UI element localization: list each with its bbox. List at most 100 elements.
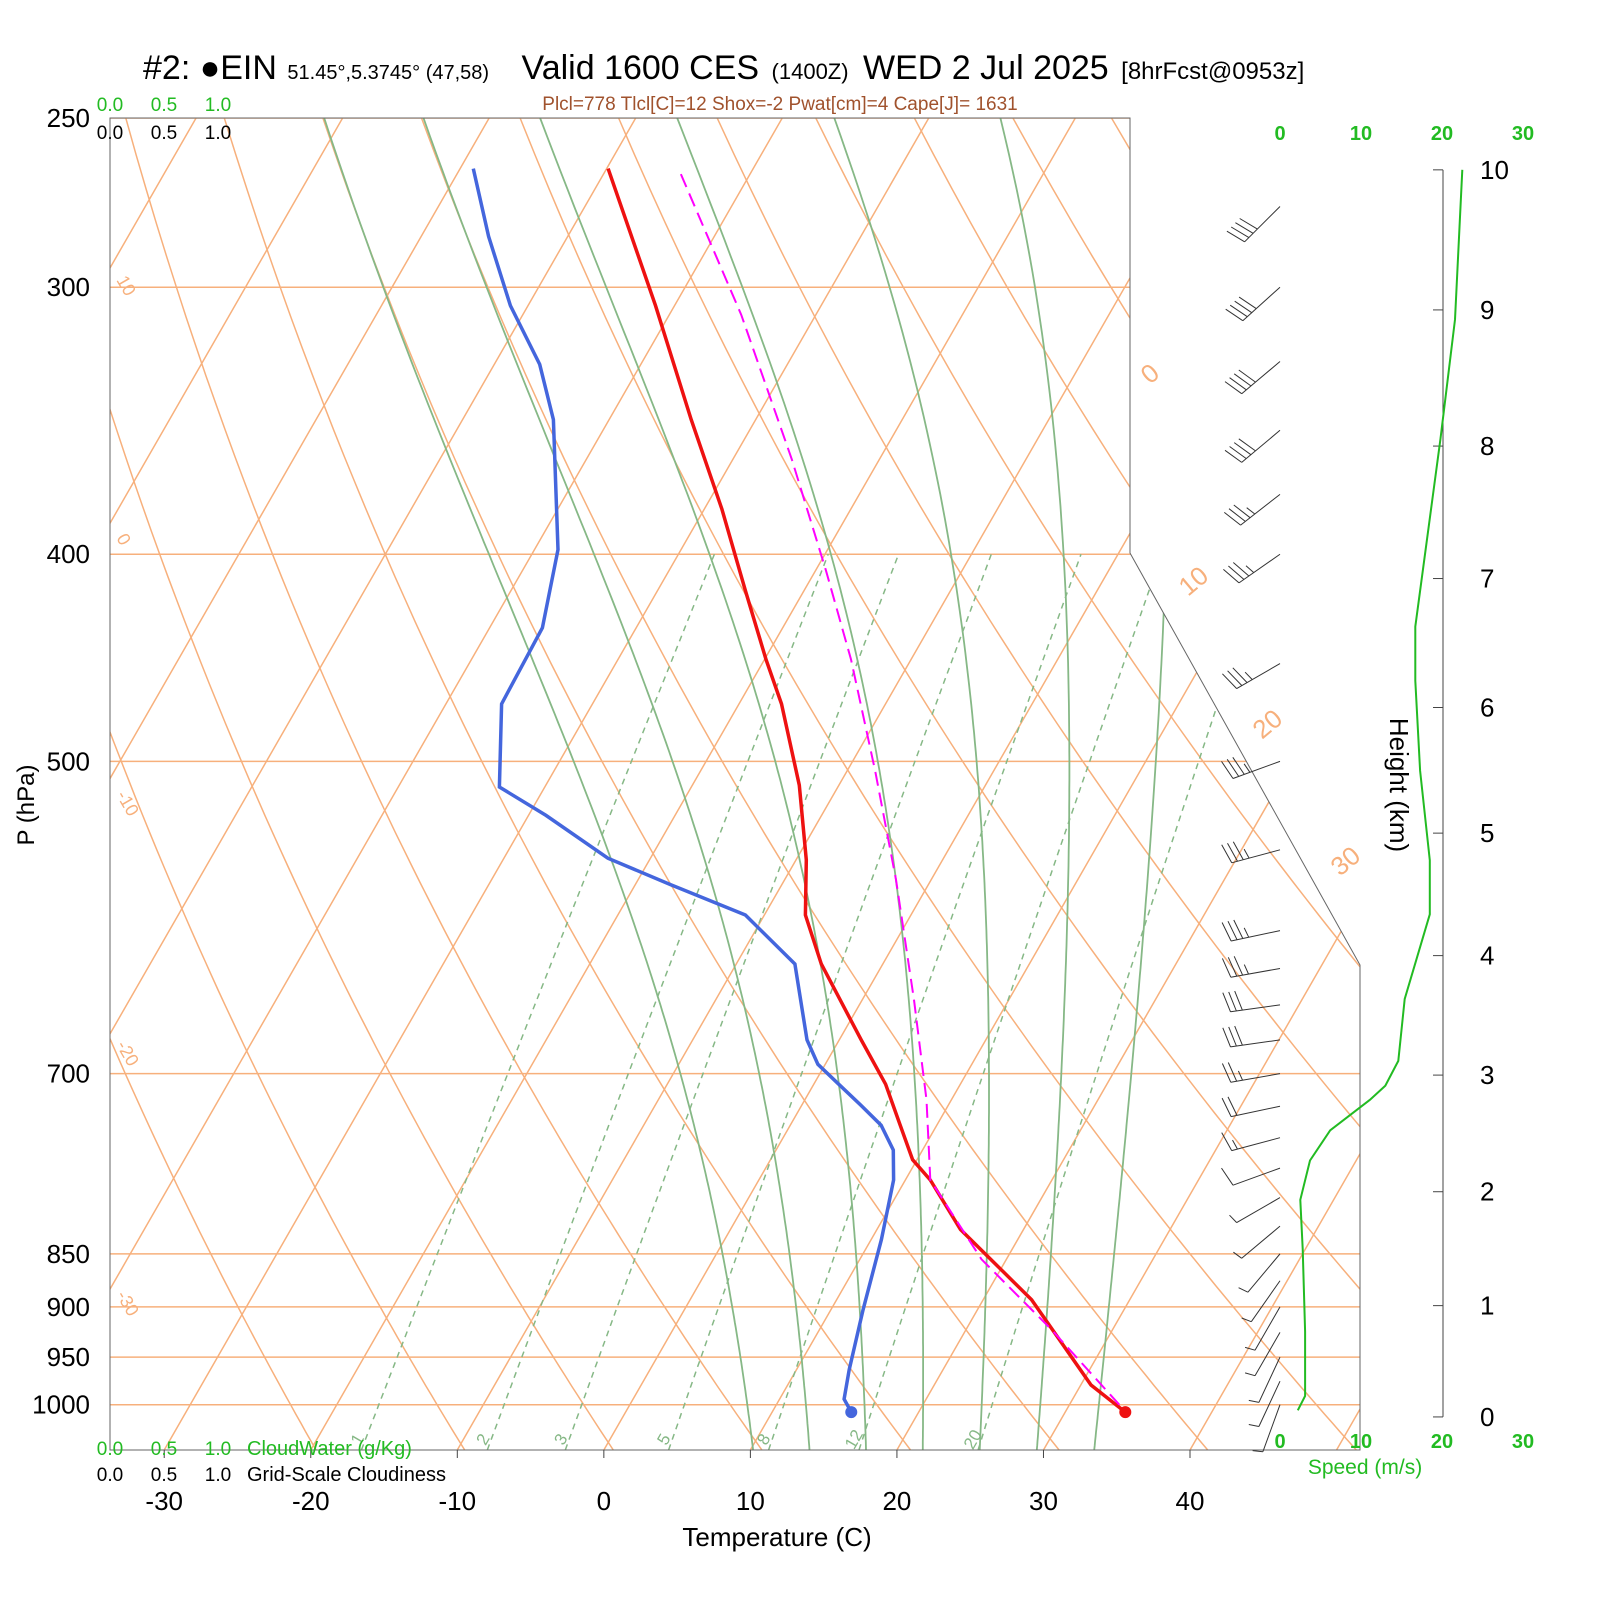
mixing-ratio-line — [667, 553, 993, 1450]
wind-barb — [1222, 990, 1281, 1013]
isotherm — [749, 118, 1360, 1450]
isotherm — [110, 118, 344, 1450]
wind-barb — [1229, 1197, 1281, 1224]
plot-border — [109, 117, 1361, 1451]
isotherm — [163, 118, 930, 1450]
wind-barb — [1238, 1253, 1281, 1293]
height-tick-label: 8 — [1480, 431, 1494, 461]
wind-barb — [1221, 1132, 1281, 1152]
dry-adiabat — [519, 118, 1357, 1450]
isotherm — [896, 118, 1360, 1450]
dry-adiabat — [322, 118, 1060, 1450]
moist-adiabat — [676, 118, 924, 1450]
cloud-scale-tick: 0.0 — [97, 123, 123, 144]
wind-barb — [1224, 361, 1281, 395]
height-tick-label: 9 — [1480, 295, 1494, 325]
wind-barb — [1221, 841, 1281, 864]
height-tick-label: 6 — [1480, 692, 1494, 722]
y-tick-label: 900 — [47, 1292, 90, 1322]
title-part: [8hrFcst@0953z] — [1121, 58, 1304, 85]
wind-barb — [1241, 1280, 1281, 1323]
wind-barb — [1226, 206, 1281, 243]
dry-adiabat — [420, 118, 1209, 1450]
wind-barb — [1221, 956, 1281, 978]
isotherm-label: 30 — [1325, 840, 1366, 882]
dry-adiabat-label: -10 — [113, 787, 143, 820]
height-tick-label: 5 — [1480, 818, 1494, 848]
cloud-scale-tick: 0.5 — [151, 1465, 177, 1486]
speed-tick-label: 10 — [1350, 1431, 1372, 1453]
mixing-ratio-label: 3 — [550, 1431, 571, 1449]
isotherm — [1189, 118, 1360, 1450]
surface-marker — [845, 1406, 858, 1419]
wind-barb — [1233, 1225, 1281, 1259]
dry-adiabat-label: 10 — [113, 272, 140, 299]
cloud-scale-tick: 1.0 — [205, 1439, 231, 1460]
x-tick-label: 30 — [1029, 1486, 1058, 1516]
cloud-scale-tick: 1.0 — [205, 123, 231, 144]
x-tick-label: 10 — [736, 1486, 765, 1516]
dry-adiabat — [110, 118, 614, 1450]
wind-barb — [1244, 1332, 1281, 1377]
y-tick-label: 850 — [47, 1239, 90, 1269]
mixing-ratio-line — [360, 553, 716, 1450]
y-tick-label: 700 — [47, 1059, 90, 1089]
wind-barb — [1222, 663, 1281, 690]
y-tick-label: 400 — [47, 539, 90, 569]
wind-barb — [1224, 429, 1281, 463]
height-axis-label: Height (km) — [1384, 718, 1414, 852]
wind-barb — [1223, 493, 1281, 526]
dry-adiabat — [913, 118, 1360, 1450]
isotherm — [1042, 118, 1360, 1450]
cloud-scale-tick: 0.0 — [97, 1439, 123, 1460]
cloud-scale-tick: 1.0 — [205, 1465, 231, 1486]
mixing-ratio-label: 5 — [653, 1431, 674, 1449]
x-axis-label: Temperature (C) — [682, 1522, 871, 1552]
dry-adiabat — [110, 118, 317, 1450]
dry-adiabat — [617, 118, 1360, 1450]
speed-axis-label: Speed (m/s) — [1308, 1456, 1422, 1479]
title-part: 51.45°,5.3745° (47,58) — [287, 62, 489, 84]
cloud-scale-label: Grid-Scale Cloudiness — [247, 1464, 446, 1486]
cloud-scale-tick: 1.0 — [205, 95, 231, 116]
dry-adiabat — [1506, 118, 1600, 1450]
title-part: WED 2 Jul 2025 — [863, 49, 1109, 87]
dry-adiabat-label: -30 — [113, 1287, 143, 1320]
moist-adiabat — [1093, 118, 1170, 1450]
sounding-line — [471, 168, 896, 1413]
wind-barb — [1223, 553, 1281, 584]
moist-adiabat — [833, 118, 990, 1450]
moist-adiabat — [323, 118, 754, 1450]
surface-marker — [1119, 1406, 1132, 1419]
wind-barb — [1252, 1404, 1281, 1453]
cloud-scale-tick: 0.5 — [151, 1439, 177, 1460]
mixing-ratio-label: 2 — [473, 1431, 494, 1449]
dry-adiabat — [716, 118, 1360, 1450]
y-tick-label: 250 — [47, 103, 90, 133]
mixing-ratio-line — [486, 553, 829, 1450]
moist-adiabat — [422, 118, 811, 1450]
wind-barb — [1221, 1167, 1281, 1186]
wind-barb — [1248, 1356, 1281, 1403]
isotherm — [110, 118, 783, 1450]
isotherm — [456, 118, 1223, 1450]
y-tick-label: 300 — [47, 272, 90, 302]
title-part: (1400Z) — [772, 59, 849, 84]
isotherm-label: 0 — [1135, 357, 1165, 389]
speed-tick-label: 10 — [1350, 123, 1372, 145]
height-tick-label: 3 — [1480, 1060, 1494, 1090]
height-tick-label: 1 — [1480, 1291, 1494, 1321]
sounding-line — [677, 168, 1121, 1406]
sounding-line — [606, 168, 1127, 1414]
x-tick-label: -30 — [145, 1486, 183, 1516]
y-tick-label: 950 — [47, 1342, 90, 1372]
title-part: Valid 1600 CES — [522, 49, 760, 87]
wind-barb — [1244, 1306, 1281, 1351]
wind-barb — [1221, 757, 1281, 779]
speed-tick-label: 30 — [1512, 1431, 1534, 1453]
x-tick-label: -20 — [292, 1486, 330, 1516]
speed-tick-label: 20 — [1431, 1431, 1453, 1453]
chart-subtitle: Plcl=778 Tlcl[C]=12 Shox=-2 Pwat[cm]=4 C… — [542, 94, 1017, 115]
x-tick-label: 0 — [597, 1486, 611, 1516]
